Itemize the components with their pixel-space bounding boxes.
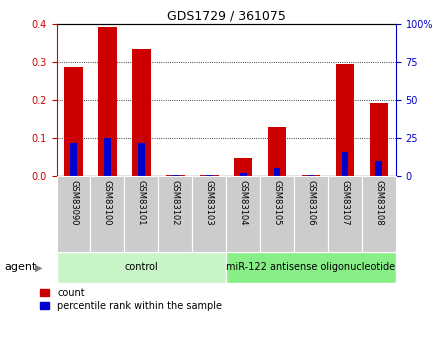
Bar xyxy=(226,252,395,283)
Text: agent: agent xyxy=(4,263,36,272)
Text: GSM83090: GSM83090 xyxy=(69,180,78,225)
Text: GSM83103: GSM83103 xyxy=(204,180,213,225)
Text: GSM83104: GSM83104 xyxy=(238,180,247,225)
Bar xyxy=(132,49,150,176)
Bar xyxy=(260,176,293,252)
Bar xyxy=(273,168,280,176)
Bar xyxy=(98,27,116,176)
Bar xyxy=(90,176,124,252)
Bar xyxy=(56,252,226,283)
Bar xyxy=(104,138,111,176)
Bar xyxy=(307,175,314,176)
Bar xyxy=(233,158,252,176)
Bar xyxy=(166,175,184,176)
Bar xyxy=(56,176,90,252)
Bar xyxy=(124,176,158,252)
Bar xyxy=(200,175,218,176)
Text: miR-122 antisense oligonucleotide: miR-122 antisense oligonucleotide xyxy=(226,263,395,272)
Text: GSM83105: GSM83105 xyxy=(272,180,281,225)
Text: GSM83107: GSM83107 xyxy=(340,180,349,225)
Legend: count, percentile rank within the sample: count, percentile rank within the sample xyxy=(39,288,222,311)
Bar xyxy=(267,127,286,176)
Bar xyxy=(171,175,178,176)
Bar xyxy=(70,142,77,176)
Text: GSM83106: GSM83106 xyxy=(306,180,315,225)
Text: ▶: ▶ xyxy=(35,263,42,272)
Bar xyxy=(327,176,361,252)
Bar xyxy=(138,142,145,176)
Bar xyxy=(301,175,319,176)
Text: GSM83101: GSM83101 xyxy=(137,180,145,225)
Text: GSM83108: GSM83108 xyxy=(374,180,382,225)
Bar xyxy=(158,176,192,252)
Bar xyxy=(369,103,387,176)
Bar xyxy=(375,161,381,176)
Bar xyxy=(239,173,246,176)
Bar xyxy=(361,176,395,252)
Text: GSM83102: GSM83102 xyxy=(171,180,179,225)
Bar xyxy=(335,64,353,176)
Text: GSM83100: GSM83100 xyxy=(103,180,112,225)
Bar xyxy=(192,176,226,252)
Bar xyxy=(205,175,212,176)
Bar xyxy=(341,152,348,176)
Bar xyxy=(293,176,327,252)
Bar xyxy=(226,176,260,252)
Title: GDS1729 / 361075: GDS1729 / 361075 xyxy=(166,10,285,23)
Text: control: control xyxy=(124,263,158,272)
Bar xyxy=(64,67,82,176)
